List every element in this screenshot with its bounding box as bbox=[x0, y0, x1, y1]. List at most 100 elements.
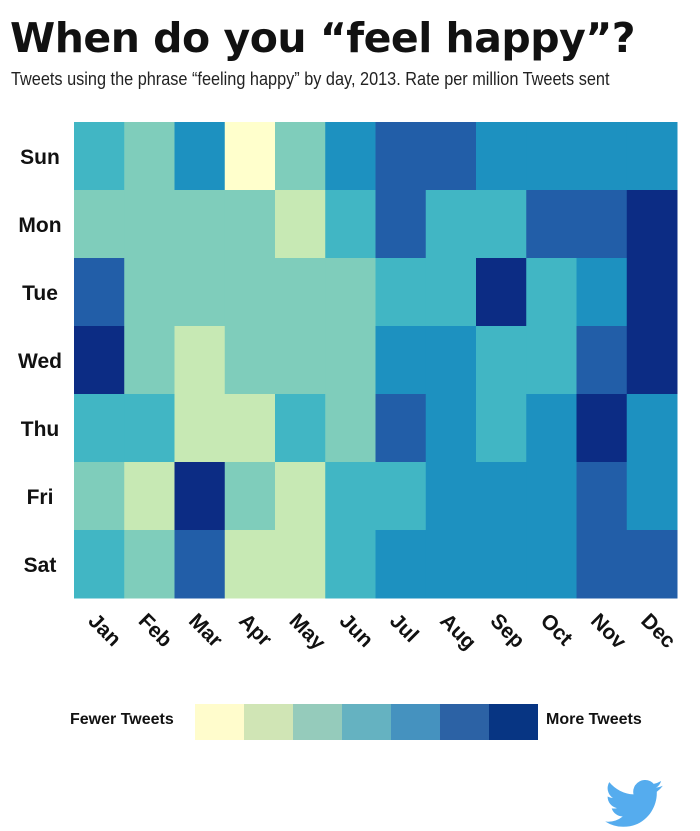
cell-thu-mar bbox=[174, 394, 226, 463]
cell-fri-nov bbox=[576, 462, 628, 531]
cell-wed-apr bbox=[224, 326, 276, 395]
cell-sun-may bbox=[275, 122, 326, 191]
legend-swatch-2 bbox=[244, 704, 293, 740]
cell-thu-feb bbox=[124, 394, 175, 463]
cell-wed-may bbox=[275, 326, 326, 395]
cell-sat-oct bbox=[526, 530, 577, 599]
cell-mon-feb bbox=[124, 190, 175, 259]
cell-thu-oct bbox=[526, 394, 577, 463]
y-tick-label: Sun bbox=[20, 146, 60, 169]
cell-wed-jul bbox=[375, 326, 427, 395]
legend-swatch-6 bbox=[440, 704, 489, 740]
cell-tue-jan bbox=[74, 258, 125, 327]
cell-sat-jun bbox=[325, 530, 376, 599]
cell-wed-sep bbox=[476, 326, 527, 395]
cell-sat-jul bbox=[375, 530, 427, 599]
cell-thu-aug bbox=[425, 394, 477, 463]
cell-fri-mar bbox=[174, 462, 226, 531]
cell-thu-sep bbox=[476, 394, 527, 463]
y-tick-label: Fri bbox=[27, 486, 54, 509]
cell-sat-jan bbox=[74, 530, 125, 599]
x-tick-label: Jun bbox=[335, 609, 378, 652]
cell-mon-dec bbox=[626, 190, 678, 259]
cell-sun-jan bbox=[74, 122, 125, 191]
cell-tue-nov bbox=[576, 258, 628, 327]
legend-swatch-7 bbox=[489, 704, 538, 740]
cell-thu-nov bbox=[576, 394, 628, 463]
cell-sun-feb bbox=[124, 122, 175, 191]
cell-sun-jul bbox=[375, 122, 427, 191]
x-tick-label: Jul bbox=[385, 609, 423, 647]
cell-tue-feb bbox=[124, 258, 175, 327]
cell-fri-jul bbox=[375, 462, 427, 531]
cell-sat-feb bbox=[124, 530, 175, 599]
cell-mon-aug bbox=[425, 190, 477, 259]
cell-thu-apr bbox=[224, 394, 276, 463]
cell-sat-aug bbox=[425, 530, 477, 599]
cell-wed-jan bbox=[74, 326, 125, 395]
cell-wed-feb bbox=[124, 326, 175, 395]
cell-sun-oct bbox=[526, 122, 577, 191]
cell-sun-aug bbox=[425, 122, 477, 191]
cell-sat-sep bbox=[476, 530, 527, 599]
cell-fri-sep bbox=[476, 462, 527, 531]
cell-tue-aug bbox=[425, 258, 477, 327]
cell-wed-dec bbox=[626, 326, 678, 395]
cell-fri-dec bbox=[626, 462, 678, 531]
cell-fri-jan bbox=[74, 462, 125, 531]
cell-fri-jun bbox=[325, 462, 376, 531]
x-tick-label: Sep bbox=[486, 609, 529, 652]
cell-fri-aug bbox=[425, 462, 477, 531]
cell-tue-may bbox=[275, 258, 326, 327]
cell-fri-oct bbox=[526, 462, 577, 531]
cell-mon-may bbox=[275, 190, 326, 259]
cell-tue-mar bbox=[174, 258, 226, 327]
x-tick-label: Jan bbox=[84, 609, 126, 651]
cell-wed-aug bbox=[425, 326, 477, 395]
cell-sun-mar bbox=[174, 122, 226, 191]
cell-sat-apr bbox=[224, 530, 276, 599]
x-tick-label: May bbox=[285, 609, 330, 654]
cell-wed-oct bbox=[526, 326, 577, 395]
cell-mon-mar bbox=[174, 190, 226, 259]
chart-title: When do you “feel happy”? bbox=[10, 14, 636, 62]
cell-sun-apr bbox=[224, 122, 276, 191]
legend-swatch-4 bbox=[342, 704, 391, 740]
cell-fri-apr bbox=[224, 462, 276, 531]
legend-high-label: More Tweets bbox=[546, 711, 642, 728]
x-tick-label: Nov bbox=[586, 609, 631, 654]
x-tick-label: Aug bbox=[435, 609, 480, 654]
cell-sun-dec bbox=[626, 122, 678, 191]
heatmap: Sun Mon Tue Wed Thu Fri Sat Jan Feb Mar Apr May Jun J… bbox=[18, 122, 680, 655]
cell-sun-sep bbox=[476, 122, 527, 191]
cell-mon-apr bbox=[224, 190, 276, 259]
cell-mon-nov bbox=[576, 190, 628, 259]
cell-mon-oct bbox=[526, 190, 577, 259]
cell-thu-jul bbox=[375, 394, 427, 463]
x-tick-label: Oct bbox=[536, 609, 577, 650]
cell-tue-apr bbox=[224, 258, 276, 327]
legend-swatch-3 bbox=[293, 704, 342, 740]
legend-scale bbox=[195, 704, 538, 740]
cell-sat-mar bbox=[174, 530, 226, 599]
legend-swatch-1 bbox=[195, 704, 244, 740]
cell-thu-may bbox=[275, 394, 326, 463]
cell-thu-jun bbox=[325, 394, 376, 463]
cell-sat-may bbox=[275, 530, 326, 599]
cell-wed-mar bbox=[174, 326, 226, 395]
legend-low-label: Fewer Tweets bbox=[70, 711, 174, 728]
y-tick-label: Tue bbox=[22, 282, 58, 305]
cell-tue-jul bbox=[375, 258, 427, 327]
legend-swatch-5 bbox=[391, 704, 440, 740]
cell-thu-jan bbox=[74, 394, 125, 463]
chart-subtitle: Tweets using the phrase “feeling happy” … bbox=[11, 68, 610, 89]
cell-wed-jun bbox=[325, 326, 376, 395]
cell-mon-jun bbox=[325, 190, 376, 259]
y-tick-label: Mon bbox=[18, 214, 61, 237]
cell-tue-dec bbox=[626, 258, 678, 327]
cell-sat-nov bbox=[576, 530, 628, 599]
y-tick-label: Wed bbox=[18, 350, 62, 373]
cell-wed-nov bbox=[576, 326, 628, 395]
cell-tue-oct bbox=[526, 258, 577, 327]
cell-sun-nov bbox=[576, 122, 628, 191]
